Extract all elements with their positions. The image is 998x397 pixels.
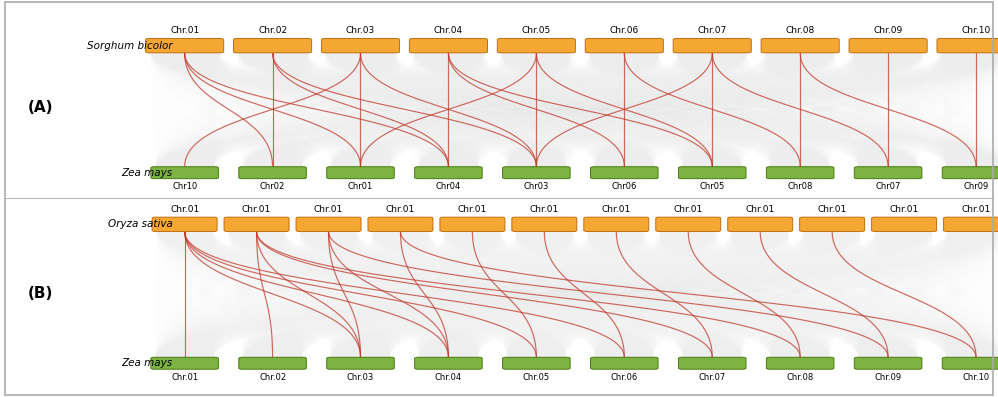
Text: Chr.02: Chr.02	[258, 26, 287, 35]
Text: Chr.01: Chr.01	[458, 204, 487, 214]
FancyBboxPatch shape	[151, 167, 219, 179]
FancyBboxPatch shape	[239, 357, 306, 369]
Text: Chr.01: Chr.01	[530, 204, 559, 214]
Text: Chr.01: Chr.01	[961, 204, 991, 214]
FancyBboxPatch shape	[585, 39, 664, 53]
FancyBboxPatch shape	[512, 217, 577, 231]
FancyBboxPatch shape	[656, 217, 721, 231]
Text: Chr.07: Chr.07	[699, 373, 726, 382]
FancyBboxPatch shape	[679, 167, 747, 179]
FancyBboxPatch shape	[854, 357, 922, 369]
Text: Chr.09: Chr.09	[873, 26, 903, 35]
Text: Chr.09: Chr.09	[874, 373, 901, 382]
Text: Chr02: Chr02	[259, 182, 285, 191]
FancyBboxPatch shape	[849, 39, 927, 53]
FancyBboxPatch shape	[151, 357, 219, 369]
Text: Chr.08: Chr.08	[785, 26, 814, 35]
FancyBboxPatch shape	[591, 357, 658, 369]
Text: Chr08: Chr08	[787, 182, 812, 191]
Text: Sorghum bicolor: Sorghum bicolor	[87, 40, 173, 51]
Text: (B): (B)	[28, 286, 53, 301]
Text: Chr.10: Chr.10	[961, 26, 991, 35]
Text: Chr.01: Chr.01	[170, 204, 200, 214]
FancyBboxPatch shape	[679, 357, 747, 369]
FancyBboxPatch shape	[942, 167, 998, 179]
Text: Chr.01: Chr.01	[602, 204, 631, 214]
FancyBboxPatch shape	[766, 167, 834, 179]
FancyBboxPatch shape	[503, 167, 570, 179]
Text: Chr.10: Chr.10	[962, 373, 990, 382]
FancyBboxPatch shape	[414, 357, 482, 369]
FancyBboxPatch shape	[497, 39, 576, 53]
Text: Chr.03: Chr.03	[347, 373, 374, 382]
FancyBboxPatch shape	[296, 217, 361, 231]
Text: Chr07: Chr07	[875, 182, 901, 191]
Text: Chr01: Chr01	[348, 182, 373, 191]
FancyBboxPatch shape	[409, 39, 487, 53]
FancyBboxPatch shape	[321, 39, 399, 53]
FancyBboxPatch shape	[239, 167, 306, 179]
Text: Chr10: Chr10	[172, 182, 198, 191]
Text: Chr.05: Chr.05	[522, 26, 551, 35]
Text: Chr.01: Chr.01	[889, 204, 919, 214]
FancyBboxPatch shape	[942, 357, 998, 369]
FancyBboxPatch shape	[761, 39, 839, 53]
Text: Chr.01: Chr.01	[746, 204, 774, 214]
FancyBboxPatch shape	[943, 217, 998, 231]
Text: Chr.01: Chr.01	[817, 204, 846, 214]
Text: Chr.01: Chr.01	[386, 204, 415, 214]
FancyBboxPatch shape	[440, 217, 505, 231]
Text: Chr03: Chr03	[524, 182, 549, 191]
Text: Chr.06: Chr.06	[610, 26, 639, 35]
Text: Chr.01: Chr.01	[314, 204, 343, 214]
FancyBboxPatch shape	[871, 217, 936, 231]
FancyBboxPatch shape	[368, 217, 433, 231]
Text: Chr.04: Chr.04	[434, 26, 463, 35]
Text: Chr05: Chr05	[700, 182, 725, 191]
Text: Chr.01: Chr.01	[242, 204, 271, 214]
FancyBboxPatch shape	[146, 39, 224, 53]
FancyBboxPatch shape	[225, 217, 289, 231]
Text: Chr.05: Chr.05	[523, 373, 550, 382]
FancyBboxPatch shape	[766, 357, 834, 369]
FancyBboxPatch shape	[326, 167, 394, 179]
Text: Chr04: Chr04	[436, 182, 461, 191]
FancyBboxPatch shape	[728, 217, 792, 231]
FancyBboxPatch shape	[799, 217, 864, 231]
FancyBboxPatch shape	[326, 357, 394, 369]
FancyBboxPatch shape	[674, 39, 751, 53]
Text: Chr.08: Chr.08	[786, 373, 813, 382]
Text: Chr.02: Chr.02	[259, 373, 286, 382]
Text: Oryza sativa: Oryza sativa	[108, 219, 173, 229]
Text: Zea mays: Zea mays	[122, 358, 173, 368]
Text: Chr06: Chr06	[612, 182, 637, 191]
Text: Chr.03: Chr.03	[346, 26, 375, 35]
Text: Chr.01: Chr.01	[171, 373, 199, 382]
Text: Zea mays: Zea mays	[122, 168, 173, 178]
Text: Chr.04: Chr.04	[435, 373, 462, 382]
Text: Chr.07: Chr.07	[698, 26, 727, 35]
Text: Chr.06: Chr.06	[611, 373, 638, 382]
FancyBboxPatch shape	[584, 217, 649, 231]
FancyBboxPatch shape	[152, 217, 218, 231]
Text: Chr09: Chr09	[963, 182, 989, 191]
Text: Chr.01: Chr.01	[170, 26, 200, 35]
FancyBboxPatch shape	[503, 357, 570, 369]
FancyBboxPatch shape	[234, 39, 311, 53]
Text: Chr.01: Chr.01	[674, 204, 703, 214]
FancyBboxPatch shape	[854, 167, 922, 179]
FancyBboxPatch shape	[414, 167, 482, 179]
FancyBboxPatch shape	[937, 39, 998, 53]
FancyBboxPatch shape	[591, 167, 658, 179]
Text: (A): (A)	[28, 100, 54, 115]
